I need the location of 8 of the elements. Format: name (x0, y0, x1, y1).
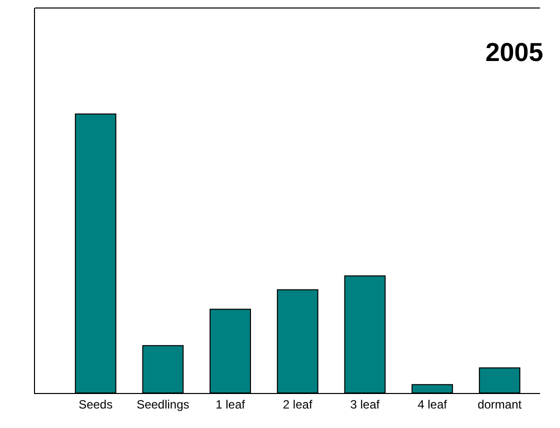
x-tick-label: Seedlings (136, 397, 190, 412)
x-tick-label: 4 leaf (418, 397, 448, 412)
x-tick-label: 1 leaf (216, 397, 246, 412)
x-tick-label: dormant (478, 397, 522, 412)
chart-title: 2005 (485, 37, 544, 67)
x-tick-label: 3 leaf (350, 397, 380, 412)
x-tick-label: 2 leaf (282, 397, 313, 412)
x-tick-label: Seeds (78, 397, 113, 412)
